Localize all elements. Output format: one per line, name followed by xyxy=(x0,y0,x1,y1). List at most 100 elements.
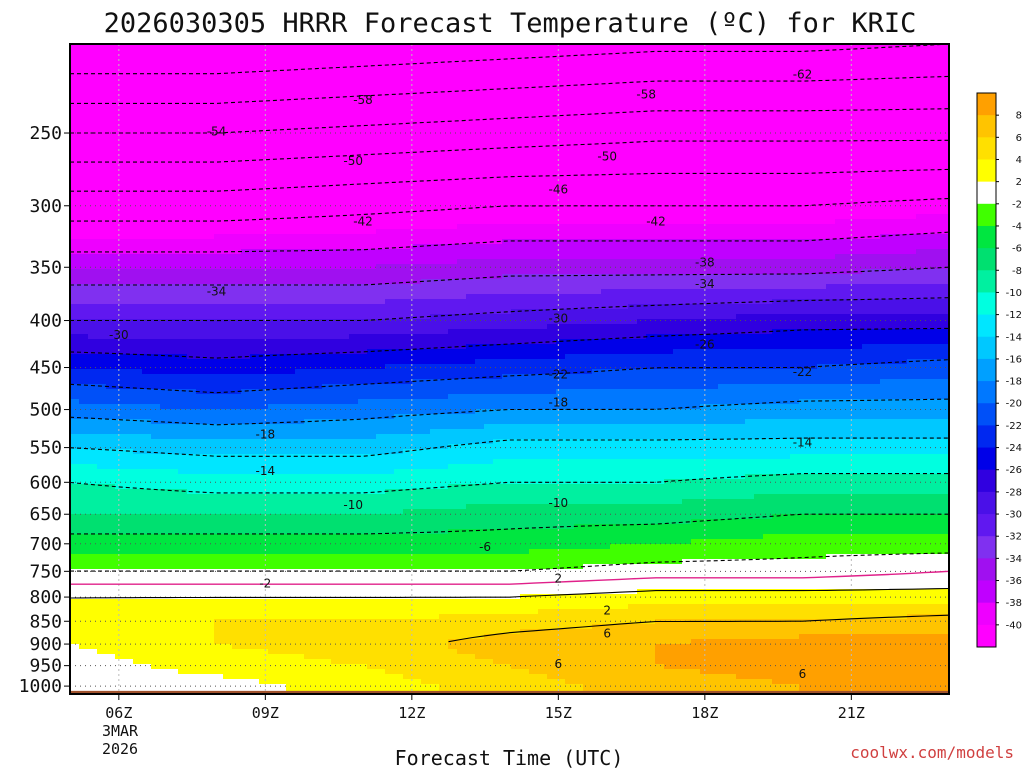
field-cell xyxy=(70,99,80,105)
field-cell xyxy=(358,79,368,85)
field-cell xyxy=(664,254,674,260)
field-cell xyxy=(385,54,395,60)
field-cell xyxy=(376,139,386,145)
field-cell xyxy=(934,114,944,120)
field-cell xyxy=(655,239,665,245)
field-cell xyxy=(250,59,260,65)
field-cell xyxy=(466,199,476,205)
field-cell xyxy=(142,114,152,120)
field-cell xyxy=(502,134,512,140)
field-cell xyxy=(511,129,521,135)
field-cell xyxy=(367,249,377,255)
field-cell xyxy=(205,269,215,275)
field-cell xyxy=(799,49,809,55)
field-cell xyxy=(763,149,773,155)
field-cell xyxy=(718,194,728,200)
field-cell xyxy=(196,114,206,120)
field-cell xyxy=(403,259,413,265)
field-cell xyxy=(520,74,530,80)
field-cell xyxy=(295,284,305,290)
field-cell xyxy=(349,174,359,180)
field-cell xyxy=(205,94,215,100)
field-cell xyxy=(907,294,917,300)
field-cell xyxy=(664,139,674,145)
field-cell xyxy=(934,274,944,280)
field-cell xyxy=(511,284,521,290)
field-cell xyxy=(394,229,404,235)
field-cell xyxy=(178,224,188,230)
field-cell xyxy=(340,144,350,150)
field-cell xyxy=(646,279,656,285)
field-cell xyxy=(817,234,827,240)
field-cell xyxy=(538,294,548,300)
field-cell xyxy=(232,209,242,215)
field-cell xyxy=(133,164,143,170)
field-cell xyxy=(385,214,395,220)
field-cell xyxy=(727,74,737,80)
field-cell xyxy=(871,249,881,255)
field-cell xyxy=(151,69,161,75)
field-cell xyxy=(502,144,512,150)
field-cell xyxy=(394,144,404,150)
field-cell xyxy=(385,149,395,155)
field-cell xyxy=(394,114,404,120)
field-cell xyxy=(160,49,170,55)
field-cell xyxy=(430,114,440,120)
field-cell xyxy=(403,199,413,205)
field-cell xyxy=(196,139,206,145)
field-cell xyxy=(214,69,224,75)
field-cell xyxy=(448,284,458,290)
field-cell xyxy=(682,79,692,85)
field-cell xyxy=(223,109,233,115)
field-cell xyxy=(502,284,512,290)
field-cell xyxy=(763,294,773,300)
field-cell xyxy=(142,219,152,225)
field-cell xyxy=(358,184,368,190)
field-cell xyxy=(430,224,440,230)
field-cell xyxy=(727,194,737,200)
field-cell xyxy=(448,209,458,215)
field-cell xyxy=(304,114,314,120)
field-cell xyxy=(934,249,944,255)
field-cell xyxy=(673,104,683,110)
field-cell xyxy=(592,149,602,155)
field-cell xyxy=(331,169,341,175)
field-cell xyxy=(601,129,611,135)
field-cell xyxy=(718,284,728,290)
field-cell xyxy=(178,54,188,60)
field-cell xyxy=(826,204,836,210)
field-cell xyxy=(754,74,764,80)
field-cell xyxy=(322,269,332,275)
field-cell xyxy=(268,184,278,190)
field-cell xyxy=(187,114,197,120)
field-cell xyxy=(880,84,890,90)
field-cell xyxy=(817,164,827,170)
field-cell xyxy=(385,174,395,180)
field-cell xyxy=(214,219,224,225)
field-cell xyxy=(106,44,116,50)
field-cell xyxy=(322,179,332,185)
field-cell xyxy=(412,229,422,235)
field-cell xyxy=(286,219,296,225)
field-cell xyxy=(556,189,566,195)
field-cell xyxy=(844,114,854,120)
field-cell xyxy=(538,269,548,275)
field-cell xyxy=(340,84,350,90)
field-cell xyxy=(322,239,332,245)
field-cell xyxy=(889,249,899,255)
field-cell xyxy=(943,84,949,90)
field-cell xyxy=(736,169,746,175)
field-cell xyxy=(124,199,134,205)
field-cell xyxy=(583,119,593,125)
field-cell xyxy=(502,209,512,215)
field-cell xyxy=(268,119,278,125)
field-cell xyxy=(322,289,332,295)
field-cell xyxy=(403,249,413,255)
field-cell xyxy=(871,174,881,180)
field-cell xyxy=(565,249,575,255)
field-cell xyxy=(250,294,260,300)
field-cell xyxy=(538,94,548,100)
field-cell xyxy=(556,84,566,90)
field-cell xyxy=(169,154,179,160)
field-cell xyxy=(664,224,674,230)
